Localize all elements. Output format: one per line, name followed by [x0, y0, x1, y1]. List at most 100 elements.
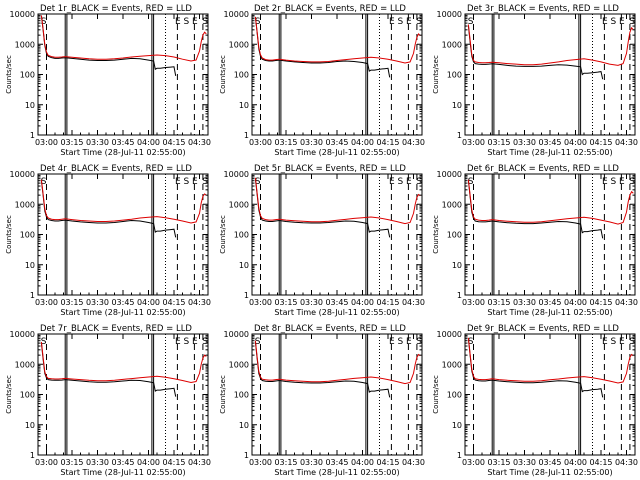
x-tick-label: 04:30 — [188, 138, 211, 147]
events-series-line — [254, 341, 391, 398]
interval-marker-label: E — [602, 17, 608, 27]
interval-marker-label: E — [192, 17, 198, 27]
x-tick-label: 03:45 — [325, 138, 348, 147]
interval-marker-label: E — [389, 337, 395, 347]
x-axis-label: Start Time (28-Jul-11 02:55:00) — [60, 468, 185, 477]
events-series-line — [254, 16, 391, 78]
events-series-line — [40, 15, 177, 76]
y-axis-label: Counts/sec — [219, 215, 227, 254]
y-tick-label: 10 — [452, 101, 462, 110]
interval-marker-label: S — [468, 337, 474, 347]
y-tick-label: 10000 — [10, 10, 35, 19]
y-tick-label: 10000 — [224, 330, 249, 339]
interval-marker-label: E — [175, 337, 181, 347]
y-tick-label: 100 — [234, 71, 249, 80]
x-tick-label: 03:15 — [60, 138, 83, 147]
interval-marker-label: E — [406, 177, 412, 187]
y-axis-label: Counts/sec — [5, 375, 13, 414]
y-tick-label: 10000 — [224, 170, 249, 179]
x-tick-label: 04:00 — [351, 458, 374, 467]
x-tick-label: 04:00 — [351, 138, 374, 147]
x-tick-label: 03:15 — [487, 298, 510, 307]
y-tick-label: 10000 — [224, 10, 249, 19]
y-tick-label: 10000 — [10, 330, 35, 339]
y-tick-label: 1 — [244, 131, 249, 140]
plot-frame — [464, 173, 636, 296]
interval-marker-label: E — [192, 177, 198, 187]
x-axis-label: Start Time (28-Jul-11 02:55:00) — [487, 468, 612, 477]
events-series-line — [40, 180, 177, 238]
y-tick-label: 100 — [20, 391, 35, 400]
x-tick-label: 04:30 — [402, 298, 425, 307]
x-tick-label: 03:30 — [300, 298, 323, 307]
chart-title: Det 5r_BLACK = Events, RED = LLD — [254, 164, 406, 174]
interval-marker-label: S — [184, 337, 190, 347]
y-tick-label: 100 — [234, 231, 249, 240]
plot-frame — [37, 333, 209, 456]
interval-marker-label: S — [611, 337, 617, 347]
events-series-line — [254, 178, 391, 238]
lld-series-line — [40, 179, 207, 224]
interval-marker-label: S — [398, 177, 404, 187]
interval-marker-label: S — [468, 177, 474, 187]
x-tick-label: 03:00 — [462, 138, 485, 147]
x-tick-label: 04:30 — [188, 458, 211, 467]
x-tick-label: 03:15 — [487, 138, 510, 147]
x-tick-label: 03:00 — [249, 138, 272, 147]
lld-series-line — [254, 16, 421, 64]
interval-marker-label: S — [184, 17, 190, 27]
interval-marker-label: S — [202, 17, 208, 27]
x-tick-label: 04:00 — [351, 298, 374, 307]
y-tick-label: 10 — [25, 101, 35, 110]
x-tick-label: 03:00 — [35, 138, 58, 147]
x-tick-label: 03:45 — [538, 458, 561, 467]
events-series-line — [40, 343, 177, 397]
chart-title: Det 9r_BLACK = Events, RED = LLD — [467, 324, 619, 334]
interval-marker-label: S — [416, 337, 422, 347]
x-axis-label: Start Time (28-Jul-11 02:55:00) — [274, 308, 399, 317]
x-tick-label: 04:00 — [137, 138, 160, 147]
y-tick-label: 1000 — [229, 360, 249, 369]
plot-frame — [251, 333, 423, 456]
interval-marker-label: S — [416, 17, 422, 27]
y-tick-label: 1000 — [15, 40, 35, 49]
y-tick-label: 1 — [30, 451, 35, 460]
chart-title: Det 6r_BLACK = Events, RED = LLD — [467, 164, 619, 174]
plot-frame — [251, 173, 423, 296]
x-tick-label: 03:45 — [111, 458, 134, 467]
interval-marker-label: S — [255, 337, 261, 347]
x-tick-label: 03:00 — [35, 298, 58, 307]
y-tick-label: 10 — [25, 421, 35, 430]
x-tick-label: 03:45 — [325, 298, 348, 307]
interval-marker-label: E — [406, 17, 412, 27]
y-axis-label: Counts/sec — [5, 215, 13, 254]
y-tick-label: 1 — [30, 291, 35, 300]
y-tick-label: 100 — [447, 231, 462, 240]
x-tick-label: 03:30 — [513, 298, 536, 307]
x-tick-label: 04:30 — [615, 458, 638, 467]
x-tick-label: 03:15 — [60, 298, 83, 307]
x-tick-label: 04:15 — [589, 458, 612, 467]
x-tick-label: 03:15 — [487, 458, 510, 467]
y-tick-label: 1000 — [442, 200, 462, 209]
y-axis-label: Counts/sec — [432, 375, 440, 414]
interval-marker-label: S — [41, 17, 47, 27]
x-tick-label: 03:45 — [538, 138, 561, 147]
x-tick-label: 03:30 — [86, 298, 109, 307]
chart-title: Det 4r_BLACK = Events, RED = LLD — [40, 164, 192, 174]
y-tick-label: 100 — [234, 391, 249, 400]
x-tick-label: 04:30 — [615, 298, 638, 307]
y-tick-label: 10 — [25, 261, 35, 270]
x-tick-label: 03:15 — [274, 138, 297, 147]
x-tick-label: 03:00 — [249, 298, 272, 307]
lld-series-line — [40, 341, 207, 384]
x-tick-label: 04:15 — [589, 138, 612, 147]
y-tick-label: 1000 — [442, 360, 462, 369]
interval-marker-label: S — [629, 177, 635, 187]
x-tick-label: 03:45 — [538, 298, 561, 307]
x-tick-label: 03:00 — [35, 458, 58, 467]
